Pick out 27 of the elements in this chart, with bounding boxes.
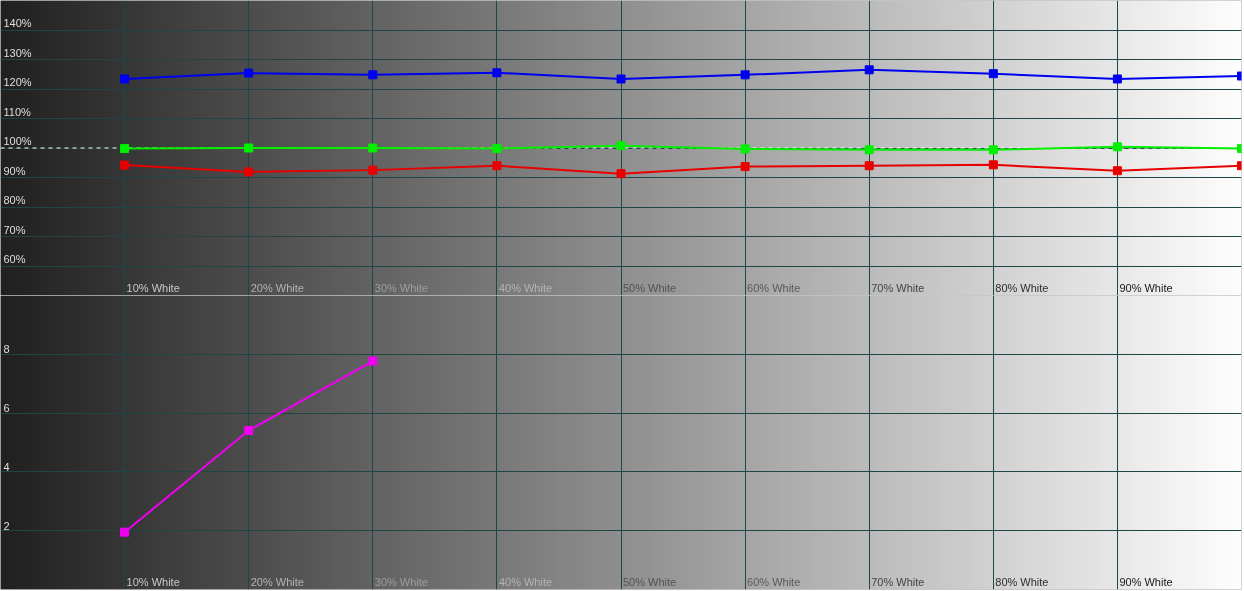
x-tick-label: 90% White (1119, 575, 1173, 588)
x-tick-label: 20% White (250, 575, 304, 588)
y-tick-label: 4 (3, 460, 10, 473)
y-tick-label: 120% (3, 76, 32, 88)
x-tick-label: 60% White (747, 575, 801, 588)
x-tick-label: 70% White (871, 281, 925, 294)
y-tick-label: 90% (3, 164, 26, 177)
y-tick-label: 6 (3, 402, 10, 415)
y-tick-label: 140% (3, 17, 32, 29)
x-tick-label: 90% White (1119, 281, 1173, 294)
x-tick-label: 10% White (126, 575, 180, 588)
y-tick-label: 70% (3, 223, 26, 236)
y-tick-label: 130% (3, 46, 32, 59)
x-tick-label: 80% White (995, 281, 1049, 294)
y-tick-label: 8 (3, 343, 10, 356)
x-tick-label: 70% White (871, 575, 925, 588)
x-tick-label: 80% White (995, 575, 1049, 588)
x-tick-label: 20% White (250, 281, 304, 294)
x-tick-label: 10% White (126, 281, 180, 294)
x-tick-label: 60% White (747, 281, 801, 294)
y-tick-label: 2 (3, 519, 10, 532)
y-tick-label: 110% (3, 105, 32, 118)
x-tick-label: 50% White (623, 575, 677, 588)
y-tick-label: 60% (3, 253, 26, 265)
y-tick-label: 80% (3, 194, 26, 206)
x-tick-label: 50% White (623, 281, 677, 294)
y-tick-label: 100% (3, 135, 32, 147)
